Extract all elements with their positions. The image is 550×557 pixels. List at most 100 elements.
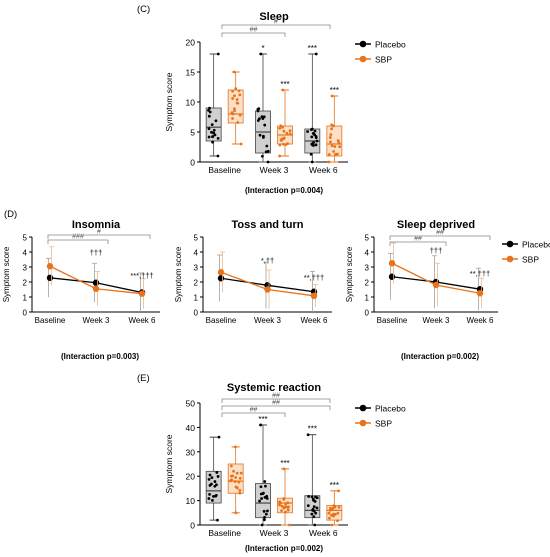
systemic-point [286,508,290,512]
sleep-point [216,154,220,158]
systemic-point [333,512,337,516]
systemic-legend-label: Placebo [375,404,406,414]
systemic-point [265,497,269,500]
systemic-point [312,505,316,509]
sleep-point [212,128,216,132]
systemic-point [214,494,218,498]
sleep-xtick-label: Baseline [208,165,241,175]
sleep-point [231,89,234,93]
systemic-ylabel: Symptom score [164,434,174,493]
sleep-point [336,139,340,142]
sleep-point [207,135,211,139]
toss-turn-ylabel: Symptom score [174,246,183,302]
sleep-point [313,129,317,133]
sleep-point [258,117,261,121]
systemic-point [216,518,219,522]
sleep-deprived-legend-label: SBP [522,255,539,265]
systemic-point [208,493,211,496]
sleep-point [210,123,214,127]
sleep-point [266,160,270,164]
systemic-point [310,495,314,499]
sleep-point [329,133,333,136]
systemic-point [232,469,235,473]
systemic-point [217,435,221,439]
systemic-point [212,495,215,498]
sleep-point [207,127,211,131]
sleep-point [310,135,314,139]
sleep-point [282,129,286,133]
sleep-point [260,154,264,158]
systemic-point [311,508,315,512]
sleep-point [278,126,282,130]
sleep-point [238,93,242,97]
sleep-sig-annotation: * [261,44,264,53]
sleep-ytick-label: 15 [186,68,196,78]
sleep-title: Sleep [259,11,289,23]
sleep-xtick-label: Week 3 [260,165,289,175]
systemic-point [238,476,242,480]
systemic-point [264,512,268,516]
toss-turn-series-point [217,275,225,282]
insomnia-ytick-label: 2 [23,279,28,288]
systemic-point [207,497,211,500]
systemic-point [258,499,261,503]
systemic-point [337,489,340,493]
sleep-point [235,98,239,101]
systemic-point [235,486,239,490]
systemic-point [263,480,267,483]
insomnia-bracket-label: # [97,229,101,236]
systemic-point [209,482,213,486]
sleep-point [330,144,334,148]
systemic-point [330,513,333,517]
sleep-point [210,130,213,134]
sleep-point [314,143,318,147]
sleep-point [238,113,242,117]
sleep-point [314,134,318,138]
systemic-point [261,492,265,496]
toss-turn-ytick-label: 0 [194,309,199,318]
sleep-point [279,138,283,142]
sleep-legend-marker [359,40,367,48]
sleep-point [264,150,268,154]
sleep-point [329,140,332,144]
sleep-point [328,136,332,139]
sleep-deprived-xtick-label: Baseline [377,316,408,325]
toss-turn-xtick-label: Week 6 [301,316,329,325]
sleep-ytick-label: 5 [190,128,195,138]
systemic-ytick-label: 40 [186,423,196,433]
systemic-ytick-label: 10 [186,496,196,506]
insomnia-interaction: (Interaction p=0.003) [61,352,139,361]
toss-turn-ytick-label: 2 [194,279,199,288]
sleep-deprived-series-point [432,281,440,289]
systemic-xtick-label: Week 6 [309,528,338,538]
sleep-deprived-series-point [388,260,396,267]
insomnia-xtick-label: Week 6 [129,316,157,325]
sleep-point [211,135,215,138]
sleep-sig-annotation: *** [280,80,289,89]
systemic-point [215,483,218,487]
sleep-point [282,137,286,141]
sleep-ytick-label: 0 [190,158,195,168]
sleep-deprived-ylabel: Symptom score [345,246,354,302]
sleep-point [214,119,218,123]
systemic-point [306,504,310,508]
systemic-xtick-label: Week 3 [260,528,289,538]
systemic-point [216,475,220,478]
sleep-point [281,142,285,146]
toss-turn-ytick-label: 1 [194,294,199,303]
toss-turn-ytick-label: 5 [194,234,199,243]
systemic-interaction: (Interaction p=0.002) [245,544,323,553]
sleep-deprived-interaction: (Interaction p=0.002) [401,352,479,361]
sleep-point [330,94,334,98]
sleep-point [309,152,313,156]
sleep-point [265,144,269,148]
systemic-point [215,471,219,474]
sleep-interaction: (Interaction p=0.004) [245,186,323,195]
systemic-point [312,498,315,502]
systemic-ytick-label: 30 [186,447,196,457]
sleep-point [231,97,234,100]
sleep-legend-label: Placebo [375,40,406,50]
systemic-point [315,506,319,510]
sleep-deprived-ytick-label: 4 [365,249,370,258]
sleep-deprived-bracket-label: ## [436,230,444,237]
